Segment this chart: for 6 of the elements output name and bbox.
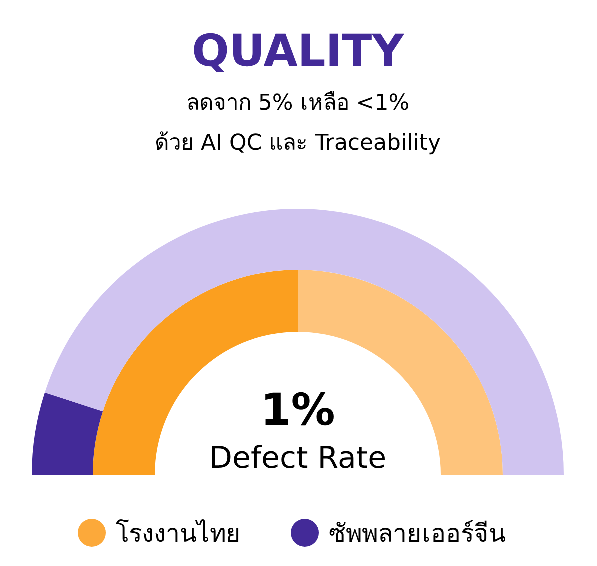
chart-subtitle: ลดจาก 5% เหลือ <1% ด้วย AI QC และ Traceability (155, 91, 441, 156)
legend-label: ซัพพลายเออร์จีน (329, 519, 506, 548)
chart-title: QUALITY (192, 26, 406, 77)
slice-label: โรงงานไทย (116, 519, 241, 548)
text: Defect Rate (209, 441, 387, 476)
text: 1% (260, 385, 336, 436)
